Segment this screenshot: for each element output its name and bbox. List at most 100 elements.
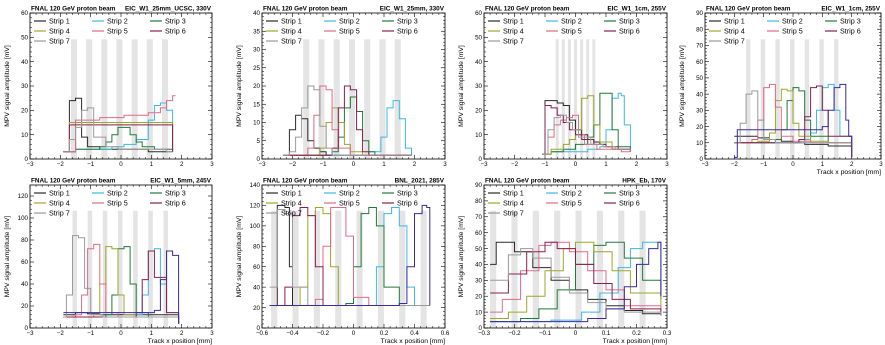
y-tick-label: 0: [257, 156, 261, 163]
strip-band: [348, 39, 356, 159]
strip-band: [555, 39, 559, 159]
y-tick-label: 120: [250, 203, 261, 210]
legend-label: Strip 2: [561, 17, 582, 26]
y-tick-label: 15: [253, 101, 260, 108]
x-tick-label: 3: [665, 161, 669, 168]
x-tick-label: −2: [731, 161, 739, 168]
legend-label: Strip 4: [724, 27, 745, 36]
legend-label: Strip 5: [107, 27, 128, 36]
series-line: [490, 241, 662, 323]
legend-label: Strip 4: [49, 27, 70, 36]
y-tick-label: 60: [21, 10, 28, 17]
strip-band: [318, 39, 325, 159]
y-tick-label: 80: [21, 237, 28, 244]
legend-label: Strip 6: [840, 27, 861, 36]
x-tick-label: −1: [760, 161, 768, 168]
legend-label: Strip 5: [339, 27, 360, 36]
legend-label: Strip 4: [503, 199, 524, 208]
chart-panel: −3 −2 −1 0 1 2 3 0 20 40 60 80 100 120 FNAL 120 GeV pr…: [4, 178, 214, 345]
y-tick-label: 40: [475, 59, 482, 66]
y-tick-label: 0: [700, 156, 704, 163]
strip-band: [760, 39, 766, 159]
legend-label: Strip 3: [619, 17, 640, 26]
strip-band: [394, 39, 401, 159]
y-tick-label: 90: [696, 10, 703, 17]
y-tick-label: 10: [475, 132, 482, 139]
x-tick-label: −3: [258, 161, 266, 168]
strip-band: [313, 210, 320, 328]
x-tick-label: 0: [119, 161, 123, 168]
x-axis-title: Track x position [mm]: [381, 338, 445, 345]
strip-band: [303, 39, 310, 159]
legend-label: Strip 2: [339, 17, 360, 26]
chart-header-right: EIC_W1_1cm, 255V: [821, 6, 880, 13]
y-tick-label: 35: [253, 28, 260, 35]
y-tick-label: 5: [257, 138, 261, 145]
chart-header-left: FNAL 120 GeV proton beam: [263, 178, 348, 185]
series-line: [63, 122, 174, 153]
y-axis-title: MPV signal amplitude [mV]: [236, 45, 243, 127]
y-tick-label: 140: [250, 182, 261, 189]
y-axis-title: MPV signal amplitude [mV]: [458, 216, 465, 298]
x-tick-label: 0: [119, 330, 123, 337]
x-tick-label: 2: [180, 161, 184, 168]
y-tick-label: 80: [696, 26, 703, 33]
series-line: [269, 207, 430, 306]
legend-label: Strip 5: [782, 27, 803, 36]
y-tick-label: 20: [253, 305, 260, 312]
strip-band: [586, 39, 590, 159]
y-tick-label: 120: [18, 193, 29, 200]
y-tick-label: 40: [21, 281, 28, 288]
strip-band: [377, 210, 384, 328]
x-axis-title: Track x position [mm]: [817, 169, 881, 176]
chart-header-left: FNAL 120 GeV proton beam: [31, 178, 116, 185]
legend-label: Strip 1: [281, 17, 302, 26]
strip-band: [70, 39, 78, 159]
strip-band: [356, 210, 363, 328]
x-tick-label: 0: [574, 330, 578, 337]
y-tick-label: 70: [475, 214, 482, 221]
series-line: [63, 235, 180, 324]
chart-panel: −0.3 −0.2 −0.1 0 0.1 0.2 0.3 0 10 20 30 40 50 60 70 80 9…: [458, 178, 672, 345]
series-line: [283, 85, 412, 156]
y-tick-label: 40: [253, 284, 260, 291]
chart-header-left: FNAL 120 GeV proton beam: [485, 6, 570, 13]
x-tick-label: −2: [289, 161, 297, 168]
chart-header-right: HPK_Eb, 170V: [622, 178, 666, 185]
legend-label: Strip 1: [503, 17, 524, 26]
legend-label: Strip 1: [49, 17, 70, 26]
x-tick-label: 1: [604, 161, 608, 168]
series-line: [542, 92, 631, 155]
series-line: [734, 88, 853, 158]
y-tick-label: 0: [25, 156, 29, 163]
x-tick-label: 0: [574, 161, 578, 168]
legend-label: Strip 3: [840, 17, 861, 26]
strip-band: [790, 39, 795, 159]
y-tick-label: 10: [696, 140, 703, 147]
series-line: [283, 85, 412, 156]
y-tick-label: 0: [479, 156, 483, 163]
strip-band: [117, 210, 123, 328]
strip-band: [399, 210, 406, 328]
legend-label: Strip 1: [724, 17, 745, 26]
legend-label: Strip 3: [165, 189, 186, 198]
legend-label: Strip 3: [619, 189, 640, 198]
legend-label: Strip 6: [397, 199, 418, 208]
x-tick-label: 1: [150, 330, 154, 337]
y-tick-label: 30: [253, 47, 260, 54]
x-tick-label: −3: [26, 330, 34, 337]
strip-band: [834, 39, 839, 159]
x-tick-label: −0.3: [478, 330, 491, 337]
series-line: [269, 207, 430, 306]
series-line: [269, 204, 431, 306]
series-line: [542, 92, 631, 155]
y-tick-label: 30: [21, 83, 28, 90]
series-line: [63, 250, 180, 324]
legend-label: Strip 7: [281, 37, 302, 46]
series-line: [63, 95, 176, 153]
series-line: [542, 114, 631, 155]
legend-label: Strip 5: [561, 199, 582, 208]
y-tick-label: 40: [21, 59, 28, 66]
